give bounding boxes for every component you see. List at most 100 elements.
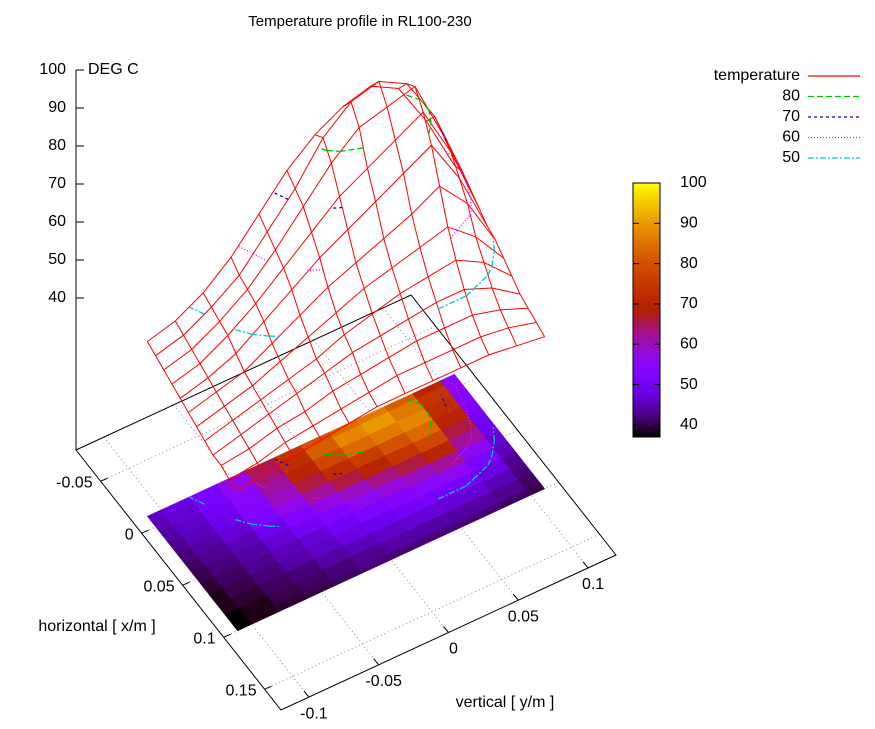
legend-label: temperature [714, 67, 800, 84]
surface-contour [469, 195, 473, 210]
z-tick-label: 60 [48, 213, 66, 230]
surface-contour [469, 209, 473, 215]
base-contour [252, 523, 270, 527]
x-tick [223, 633, 231, 638]
surface-line [204, 259, 513, 442]
surface-contour [428, 123, 432, 135]
y-tick-label: 0.1 [582, 576, 604, 593]
z-tick-label: 80 [48, 137, 66, 154]
x-tick-label: -0.05 [56, 474, 93, 491]
x-tick-label: 0.05 [143, 578, 174, 595]
surface-contour [330, 206, 343, 209]
colorbar-tick-label: 100 [680, 174, 707, 191]
surface-line [196, 226, 504, 428]
surface-contour [491, 250, 495, 267]
surface-line [188, 185, 496, 413]
surface-line [454, 164, 546, 337]
base-contour [455, 387, 463, 400]
surface-line [174, 320, 266, 474]
colorbar-tick-label: 70 [680, 295, 698, 312]
colorbar-tick-label: 90 [680, 215, 698, 232]
y-tick [373, 658, 380, 666]
surface-line [212, 287, 521, 456]
base-contour [456, 442, 471, 459]
surface-contour [233, 328, 253, 335]
base-contour [233, 518, 253, 525]
base-contour [491, 440, 495, 457]
surface-contour [340, 147, 364, 152]
surface-contour [420, 99, 430, 111]
y-tick-label: -0.1 [300, 705, 328, 722]
z-tick-label: 90 [48, 99, 66, 116]
base-contour [272, 457, 289, 466]
legend-label: 70 [782, 108, 800, 125]
base-contour [403, 397, 421, 405]
surface-contour [317, 147, 328, 152]
colorbar-tick-label: 40 [680, 416, 698, 433]
surface-contour [188, 306, 205, 315]
base-contour [438, 485, 467, 500]
legend-label: 60 [782, 129, 800, 146]
x-tick-label: 0.1 [193, 630, 215, 647]
x-axis-label: horizontal [ x/m ] [38, 618, 155, 635]
base-contour [469, 437, 473, 443]
axis-box [75, 294, 617, 711]
surface-contour [466, 183, 471, 197]
surface-contour [252, 252, 268, 262]
surface-contour [455, 159, 463, 172]
y-axis-label: vertical [ y/m ] [456, 694, 555, 711]
x-tick-label: 0.15 [225, 682, 256, 699]
y-tick-label: 0 [449, 641, 458, 658]
surface-contour [327, 149, 341, 152]
base-contour [469, 423, 473, 438]
base-contour [340, 451, 364, 456]
surface-line [258, 213, 350, 424]
surface-line [370, 80, 462, 369]
base-contour [428, 427, 432, 439]
surface-contour [438, 295, 467, 310]
surface-contour [272, 191, 289, 200]
x-tick [100, 477, 108, 482]
z-tick-label: 100 [39, 61, 66, 78]
base-contour [330, 472, 343, 475]
base-contour [444, 378, 457, 389]
x-tick [264, 685, 272, 690]
surface-line [147, 85, 455, 342]
surface-line [237, 336, 545, 491]
surface-contour [403, 93, 421, 101]
surface-line [171, 111, 480, 385]
base-contour [492, 427, 495, 442]
surface-line [342, 101, 434, 381]
y-tick [582, 561, 589, 569]
surface-contour [428, 110, 432, 124]
colorbar-tick-label: 80 [680, 255, 698, 272]
z-tick-label: 50 [48, 251, 66, 268]
base-contour [460, 399, 468, 412]
chart-title: Temperature profile in RL100-230 [248, 13, 471, 30]
x-tick-label: 0 [125, 526, 134, 543]
base-contour [465, 478, 474, 487]
z-tick-label: 40 [48, 289, 66, 306]
colorbar-tick-label: 60 [680, 335, 698, 352]
base-contour [466, 411, 471, 425]
colorbar [632, 182, 661, 438]
y-tick-label: 0.05 [508, 608, 539, 625]
legend-label: 50 [782, 149, 800, 166]
grid-line [100, 325, 436, 482]
surface-line [202, 292, 294, 457]
surface-line [229, 322, 537, 481]
y-tick [303, 690, 310, 698]
surface-contour [465, 288, 474, 297]
z-tick-label: 70 [48, 175, 66, 192]
surface-contour [440, 128, 447, 141]
base-contour [440, 394, 447, 407]
base-contour [487, 456, 493, 466]
surface-line [286, 170, 378, 407]
legend-label: 80 [782, 88, 800, 105]
surface-contour [487, 266, 493, 276]
surface-line [426, 115, 518, 347]
surface-line [220, 307, 529, 466]
surface-line [163, 85, 472, 371]
surface-line [398, 83, 490, 356]
